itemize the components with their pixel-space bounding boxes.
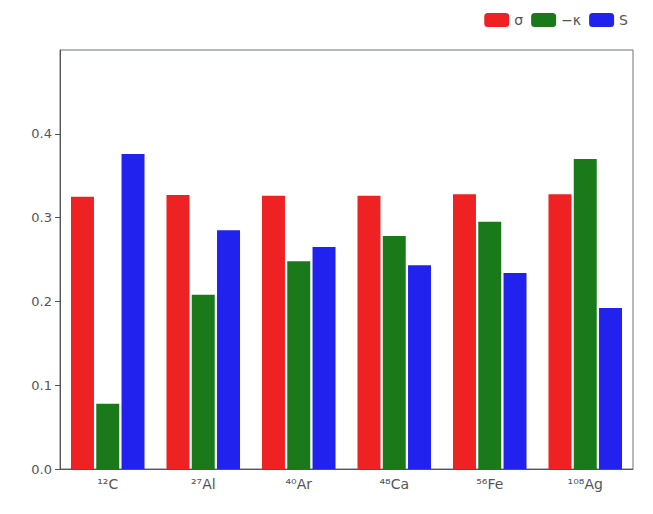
svg-text:0.0: 0.0 [31,462,52,477]
svg-text:0.3: 0.3 [31,210,52,225]
svg-text:⁵⁶Fe: ⁵⁶Fe [476,476,503,492]
svg-text:0.2: 0.2 [31,294,52,309]
svg-text:σ: σ [514,12,523,28]
svg-text:¹²C: ¹²C [97,476,118,492]
svg-text:¹⁰⁸Ag: ¹⁰⁸Ag [568,476,603,492]
svg-text:0.1: 0.1 [31,378,52,393]
svg-text:0.4: 0.4 [31,126,52,141]
svg-text:S: S [619,12,628,28]
svg-text:⁴⁰Ar: ⁴⁰Ar [285,476,312,492]
svg-text:⁴⁸Ca: ⁴⁸Ca [379,476,409,492]
svg-text:²⁷Al: ²⁷Al [191,476,216,492]
svg-text:−κ: −κ [561,12,581,28]
